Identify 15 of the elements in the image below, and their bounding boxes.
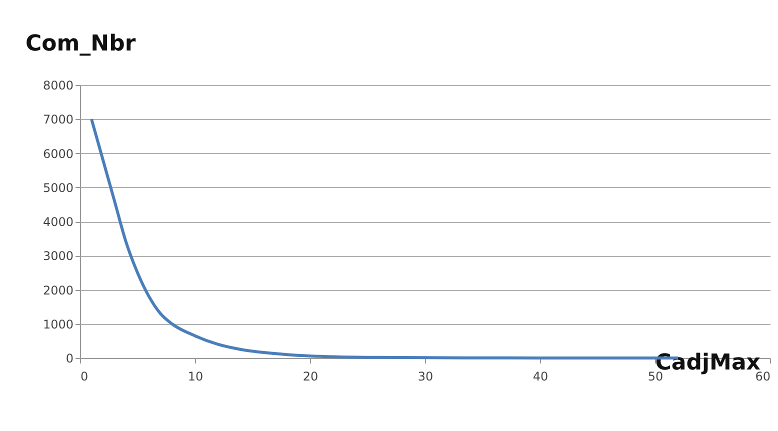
x-tick-label: 30 (418, 370, 434, 384)
y-tick-label: 3000 (42, 249, 74, 264)
y-tick-label: 8000 (42, 78, 74, 92)
x-tick-label: 10 (188, 370, 204, 384)
y-tick-label: 4000 (42, 215, 74, 229)
y-tick-label: 2000 (42, 283, 74, 298)
x-tick-label: 0 (80, 370, 88, 384)
y-tick-label: 5000 (42, 180, 74, 195)
x-tick-label: 40 (532, 370, 548, 384)
y-tick-label: 1000 (42, 317, 74, 332)
y-axis-title: Com_Nbr (26, 32, 136, 56)
y-tick-label: 0 (66, 352, 74, 366)
y-tick-label: 6000 (42, 146, 74, 161)
y-tick-label: 7000 (42, 112, 74, 127)
x-tick-label: 20 (302, 370, 318, 384)
